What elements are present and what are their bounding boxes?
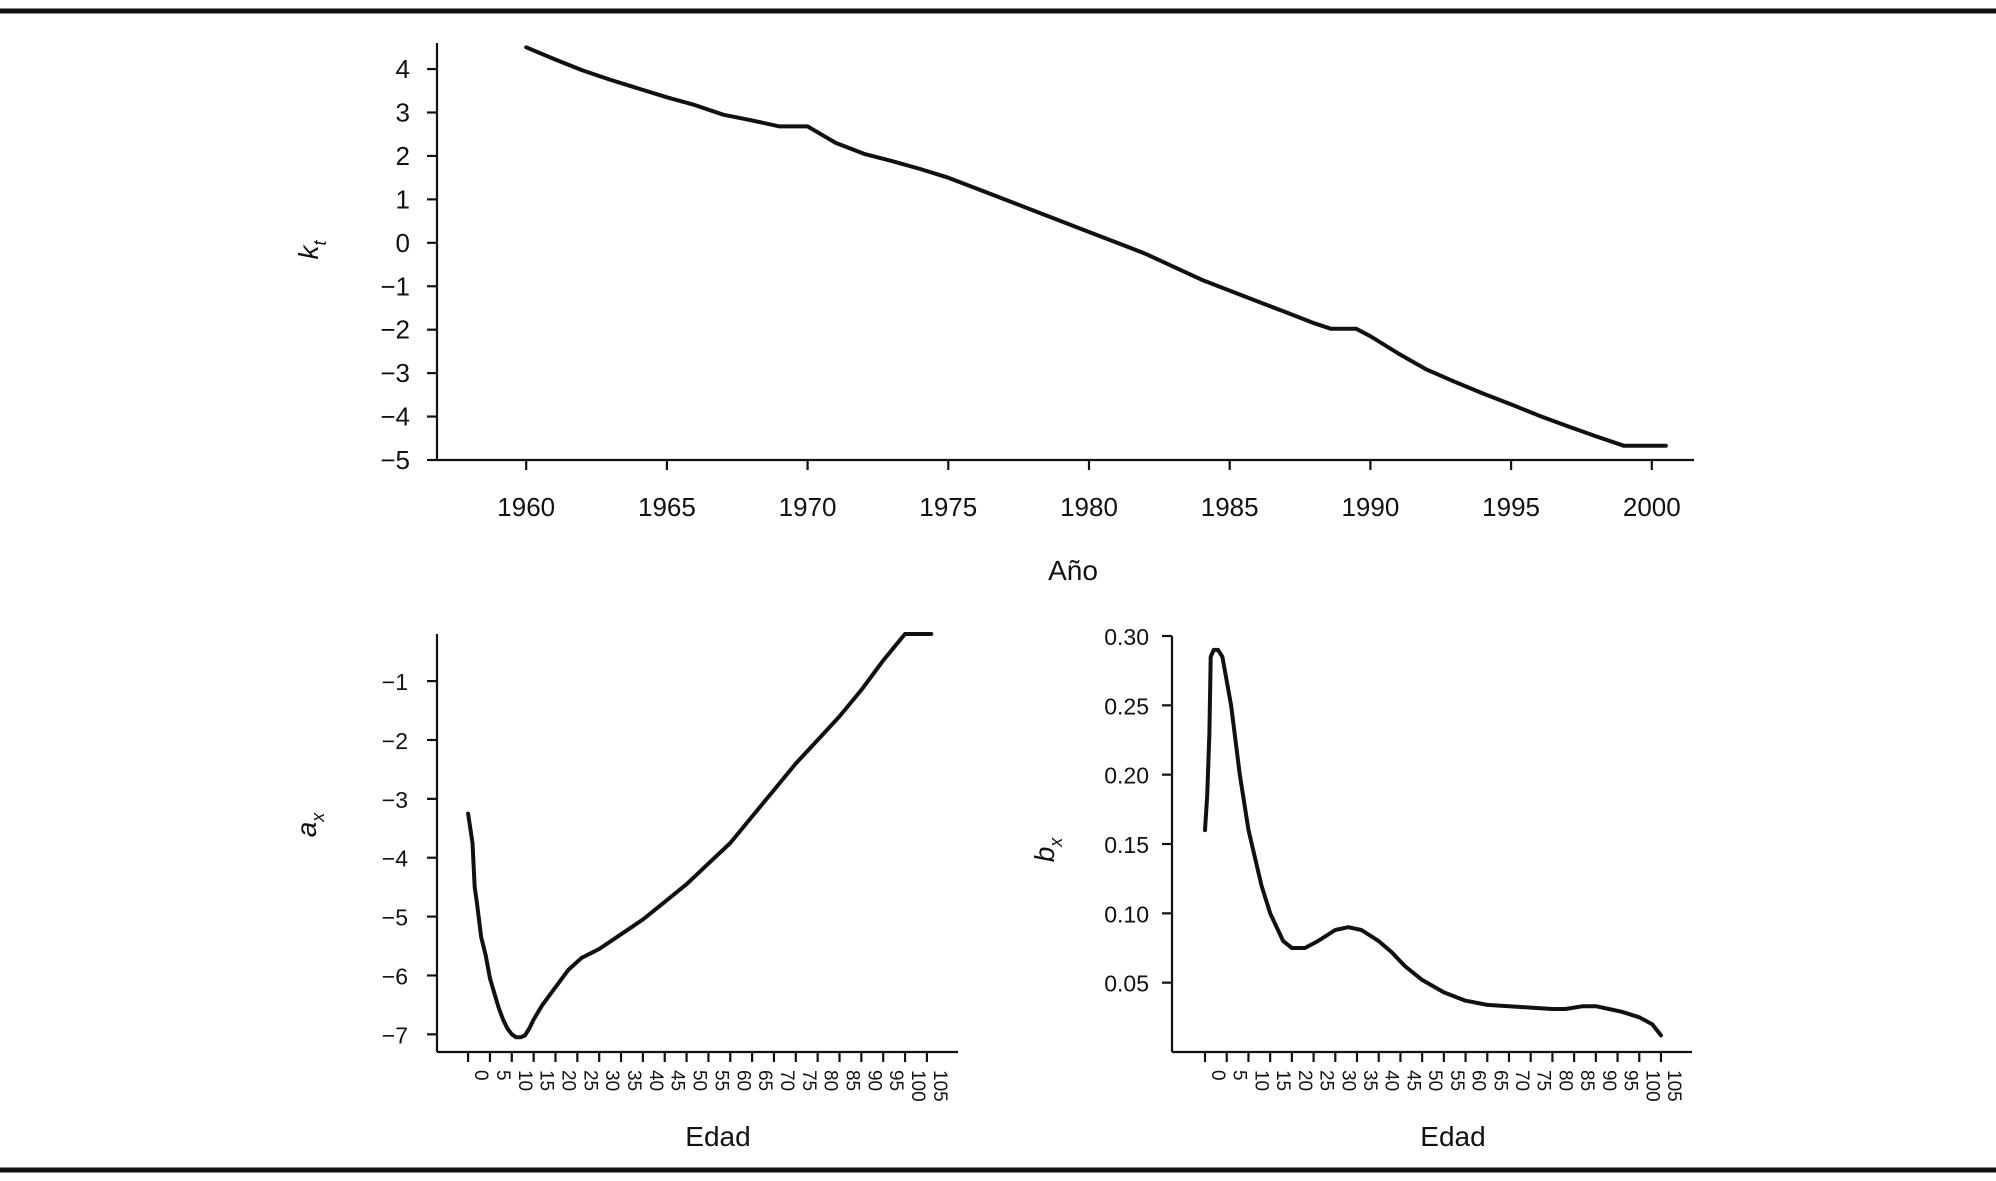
x-tick-label: 45 <box>667 1070 688 1091</box>
y-axis-title: bx <box>1029 837 1066 863</box>
x-tick-label: 55 <box>1446 1070 1467 1091</box>
y-tick-label: −3 <box>380 358 410 388</box>
x-tick-label: 85 <box>1576 1070 1597 1091</box>
y-tick-label: −1 <box>382 669 408 695</box>
y-tick-label: 0.30 <box>1104 624 1149 650</box>
y-tick-label: −6 <box>382 963 408 989</box>
y-tick-label: 1 <box>396 184 410 214</box>
x-tick-label: 50 <box>689 1070 710 1091</box>
x-tick-label: 80 <box>1554 1070 1575 1091</box>
x-tick-label: 35 <box>1359 1070 1380 1091</box>
x-tick-label: 80 <box>820 1070 841 1091</box>
x-tick-label: 25 <box>1316 1070 1337 1091</box>
series-line-0 <box>466 632 934 1040</box>
y-tick-label: −5 <box>382 905 408 931</box>
x-tick-label: 70 <box>776 1070 797 1091</box>
x-tick-label: 75 <box>798 1070 819 1091</box>
x-tick-label: 15 <box>536 1070 557 1091</box>
y-tick-label: 0.15 <box>1104 832 1149 858</box>
x-tick-label: 1960 <box>497 492 555 522</box>
y-axis-title-subscript: x <box>308 812 328 823</box>
x-tick-label: 10 <box>1250 1070 1271 1091</box>
x-tick-label: 65 <box>1489 1070 1510 1091</box>
x-tick-label: 40 <box>1381 1070 1402 1091</box>
x-tick-label: 1995 <box>1482 492 1540 522</box>
y-tick-label: −3 <box>382 787 408 813</box>
bx-chart: 0.30 0.25 0.20 0.15 0.10 0.05 0 5 10 15 20 25 30 35 40… <box>1029 624 1692 1152</box>
x-tick-label: 105 <box>1663 1070 1684 1102</box>
x-tick-label: 30 <box>1337 1070 1358 1091</box>
y-tick-label: −4 <box>380 402 410 432</box>
x-tick-label: 45 <box>1402 1070 1423 1091</box>
x-tick-label: 100 <box>907 1070 928 1102</box>
x-tick-label: 35 <box>623 1070 644 1091</box>
x-tick-label: 1965 <box>638 492 696 522</box>
y-tick-label: 0.10 <box>1104 901 1149 927</box>
x-tick-label: 100 <box>1641 1070 1662 1102</box>
x-axis-title: Edad <box>1420 1121 1485 1152</box>
y-axis-title-subscript: x <box>1046 837 1066 848</box>
x-tick-label: 95 <box>1620 1070 1641 1091</box>
y-tick-label: 0 <box>396 228 410 258</box>
x-tick-label: 85 <box>842 1070 863 1091</box>
x-tick-label: 105 <box>929 1070 950 1102</box>
y-tick-label: 0.25 <box>1104 693 1149 719</box>
x-tick-label: 10 <box>514 1070 535 1091</box>
x-tick-label: 65 <box>754 1070 775 1091</box>
x-axis-title: Año <box>1048 555 1098 586</box>
y-axis-title-subscript: t <box>310 240 330 246</box>
x-tick-label: 20 <box>1294 1070 1315 1091</box>
x-tick-label: 90 <box>863 1070 884 1091</box>
y-tick-label: −2 <box>382 728 408 754</box>
y-tick-label: −2 <box>380 315 410 345</box>
y-tick-label: 0.05 <box>1104 971 1149 997</box>
y-tick-label: 3 <box>396 98 410 128</box>
y-tick-label: 4 <box>396 54 410 84</box>
y-tick-label: −1 <box>380 271 410 301</box>
ax-chart: −1 −2 −3 −4 −5 −6 −7 0 5 10 15 20 25 30 35 40 45 50 55 60 65… <box>291 632 958 1152</box>
x-tick-label: 60 <box>732 1070 753 1091</box>
x-tick-label: 1975 <box>919 492 977 522</box>
kt-chart: 4 3 2 1 0 −1 −2 −3 −4 −5 1960 1965 1970 1975 1980 1985 1… <box>293 43 1694 586</box>
y-axis-title: ax <box>291 812 328 838</box>
x-tick-label: 55 <box>710 1070 731 1091</box>
x-tick-label: 15 <box>1272 1070 1293 1091</box>
x-tick-label: 0 <box>470 1070 491 1081</box>
y-tick-label: 0.20 <box>1104 763 1149 789</box>
x-tick-label: 1980 <box>1060 492 1118 522</box>
y-tick-label: −4 <box>382 846 408 872</box>
x-tick-label: 75 <box>1533 1070 1554 1091</box>
x-tick-label: 1990 <box>1341 492 1399 522</box>
x-tick-label: 25 <box>579 1070 600 1091</box>
x-tick-label: 70 <box>1511 1070 1532 1091</box>
x-tick-label: 0 <box>1207 1070 1228 1081</box>
y-tick-label: −7 <box>382 1022 408 1048</box>
x-tick-label: 20 <box>557 1070 578 1091</box>
y-axis-title: kt <box>293 240 330 260</box>
x-tick-label: 95 <box>885 1070 906 1091</box>
x-tick-label: 30 <box>601 1070 622 1091</box>
x-tick-label: 2000 <box>1623 492 1681 522</box>
x-tick-label: 40 <box>645 1070 666 1091</box>
series-line-0 <box>524 45 1668 448</box>
y-tick-label: −5 <box>380 445 410 475</box>
x-tick-label: 1970 <box>779 492 837 522</box>
x-tick-label: 90 <box>1598 1070 1619 1091</box>
x-tick-label: 50 <box>1424 1070 1445 1091</box>
x-tick-label: 60 <box>1468 1070 1489 1091</box>
x-axis-title: Edad <box>685 1121 750 1152</box>
y-tick-label: 2 <box>396 141 410 171</box>
x-tick-label: 5 <box>492 1070 513 1081</box>
x-tick-label: 5 <box>1229 1070 1250 1081</box>
x-tick-label: 1985 <box>1201 492 1259 522</box>
series-line-0 <box>1203 647 1663 1038</box>
